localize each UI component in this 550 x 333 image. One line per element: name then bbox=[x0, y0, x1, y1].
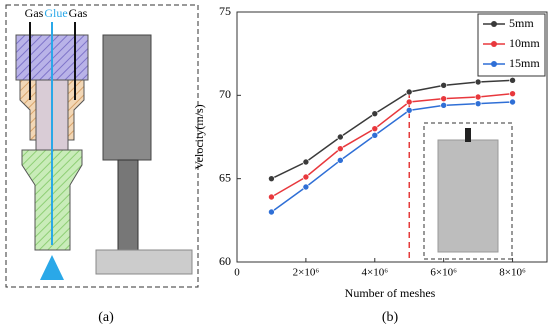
mesh-upper bbox=[102, 34, 152, 161]
y-tick-label: 60 bbox=[219, 254, 231, 268]
point bbox=[268, 193, 275, 201]
point bbox=[302, 183, 310, 191]
label-gas: Gas bbox=[25, 6, 44, 20]
x-axis-label: Number of meshes bbox=[345, 286, 436, 300]
point bbox=[509, 77, 516, 84]
point bbox=[509, 90, 516, 97]
label-gas: Gas bbox=[69, 6, 88, 20]
legend-marker bbox=[491, 21, 497, 27]
caption: (a) bbox=[98, 310, 114, 325]
caption: (b) bbox=[382, 310, 399, 325]
point bbox=[268, 208, 275, 216]
y-tick-label: 75 bbox=[219, 4, 231, 18]
series-line bbox=[271, 101, 513, 213]
point bbox=[509, 98, 516, 106]
inset-nozzle bbox=[465, 128, 471, 142]
point bbox=[337, 133, 344, 141]
point bbox=[337, 157, 344, 164]
series-line bbox=[271, 79, 513, 180]
legend-marker bbox=[491, 61, 497, 67]
point bbox=[440, 102, 447, 109]
point bbox=[474, 93, 482, 101]
legend-label: 5mm bbox=[509, 16, 534, 30]
inset bbox=[423, 122, 513, 260]
point bbox=[440, 95, 447, 102]
inset-mesh bbox=[437, 139, 499, 253]
x-tick-label: 6×10⁶ bbox=[430, 267, 457, 279]
label-glue: Glue bbox=[44, 6, 67, 20]
point bbox=[268, 175, 275, 182]
legend-label: 15mm bbox=[509, 56, 540, 70]
y-tick-label: 70 bbox=[219, 87, 231, 101]
x-tick-label: 4×10⁶ bbox=[362, 267, 389, 279]
point bbox=[405, 98, 413, 106]
point bbox=[405, 88, 413, 96]
legend-label: 10mm bbox=[509, 36, 540, 50]
point bbox=[474, 78, 482, 86]
plot-frame bbox=[236, 11, 548, 263]
point bbox=[440, 82, 447, 89]
panel-a: Gas Glue Gas (a) bbox=[5, 4, 199, 325]
y-tick-label: 65 bbox=[219, 170, 231, 184]
x-tick-label: 8×10⁶ bbox=[499, 267, 526, 279]
y-axis-label: Velocity(m/s) bbox=[192, 104, 206, 169]
point bbox=[474, 100, 482, 107]
point bbox=[405, 107, 413, 114]
panel-frame bbox=[5, 4, 199, 288]
point bbox=[302, 173, 310, 181]
point bbox=[337, 145, 344, 152]
point bbox=[371, 125, 379, 132]
mesh-outlet bbox=[95, 249, 193, 275]
point bbox=[302, 158, 310, 166]
x-tick-label: 2×10⁶ bbox=[293, 267, 320, 279]
x-tick-label: 0 bbox=[234, 267, 240, 279]
legend-marker bbox=[491, 41, 497, 47]
point bbox=[371, 132, 379, 139]
point bbox=[371, 110, 379, 117]
series-line bbox=[271, 92, 513, 198]
spray bbox=[40, 255, 64, 280]
mesh-lower bbox=[117, 159, 139, 256]
